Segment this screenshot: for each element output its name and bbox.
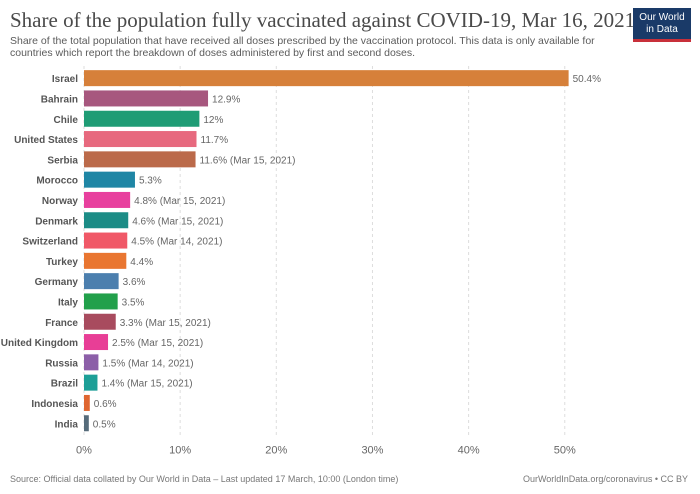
category-label: Switzerland [22, 237, 78, 248]
bar [84, 374, 98, 391]
bar [84, 90, 209, 107]
category-label: United Kingdom [1, 338, 78, 349]
data-label: 4.8% (Mar 15, 2021) [134, 196, 225, 207]
x-tick-label: 20% [265, 444, 287, 456]
bar [84, 252, 127, 269]
data-label: 3.3% (Mar 15, 2021) [120, 318, 211, 329]
x-tick-label: 50% [554, 444, 576, 456]
category-label: Israel [52, 74, 78, 85]
category-label: Norway [42, 196, 79, 207]
logo-line-2: in Data [646, 24, 678, 35]
category-label: Bahrain [41, 94, 78, 105]
chart-title: Share of the population fully vaccinated… [10, 8, 636, 32]
data-label: 1.5% (Mar 14, 2021) [102, 358, 193, 369]
data-label: 5.3% [139, 176, 162, 187]
data-label: 12% [203, 115, 223, 126]
bar [84, 212, 129, 229]
x-tick-label: 30% [361, 444, 383, 456]
bar [84, 232, 128, 249]
x-tick-label: 40% [458, 444, 480, 456]
data-label: 11.6% (Mar 15, 2021) [200, 155, 296, 166]
data-label: 50.4% [573, 74, 601, 85]
category-label: Turkey [46, 257, 78, 268]
data-label: 4.4% [130, 257, 153, 268]
data-label: 2.5% (Mar 15, 2021) [112, 338, 203, 349]
data-label: 0.6% [94, 399, 117, 410]
bar [84, 191, 131, 208]
category-label: Serbia [47, 155, 78, 166]
bar [84, 293, 118, 310]
bar [84, 131, 197, 148]
data-label: 11.7% [201, 135, 229, 146]
category-label: Morocco [36, 176, 78, 187]
bar [84, 394, 90, 411]
x-tick-label: 10% [169, 444, 191, 456]
bar [84, 313, 116, 330]
category-label: Germany [35, 277, 79, 288]
bar [84, 70, 569, 87]
category-label: Denmark [35, 216, 78, 227]
category-label: Russia [45, 358, 78, 369]
data-label: 4.5% (Mar 14, 2021) [131, 237, 222, 248]
data-label: 0.5% [93, 419, 116, 430]
bar [84, 171, 135, 188]
bar [84, 273, 119, 290]
data-label: 12.9% [212, 94, 240, 105]
data-label: 3.5% [122, 297, 145, 308]
category-label: France [45, 318, 78, 329]
x-tick-label: 0% [76, 444, 92, 456]
bar [84, 354, 99, 371]
bar [84, 415, 89, 432]
credit-link[interactable]: OurWorldInData.org/coronavirus • CC BY [522, 474, 688, 484]
category-label: United States [14, 135, 78, 146]
category-label: Chile [54, 115, 79, 126]
logo-line-1: Our World [639, 12, 685, 23]
data-label: 1.4% (Mar 15, 2021) [101, 379, 192, 390]
source-note[interactable]: Source: Official data collated by Our Wo… [10, 474, 399, 484]
chart-subtitle: Share of the total population that have … [10, 35, 595, 59]
category-label: India [55, 419, 79, 430]
category-label: Indonesia [31, 399, 78, 410]
category-label: Brazil [51, 379, 78, 390]
owid-logo[interactable]: Our World in Data [633, 8, 691, 42]
bar [84, 110, 200, 127]
bar [84, 151, 196, 168]
bar [84, 334, 109, 351]
data-label: 3.6% [123, 277, 146, 288]
category-label: Italy [58, 297, 78, 308]
data-label: 4.6% (Mar 15, 2021) [132, 216, 223, 227]
